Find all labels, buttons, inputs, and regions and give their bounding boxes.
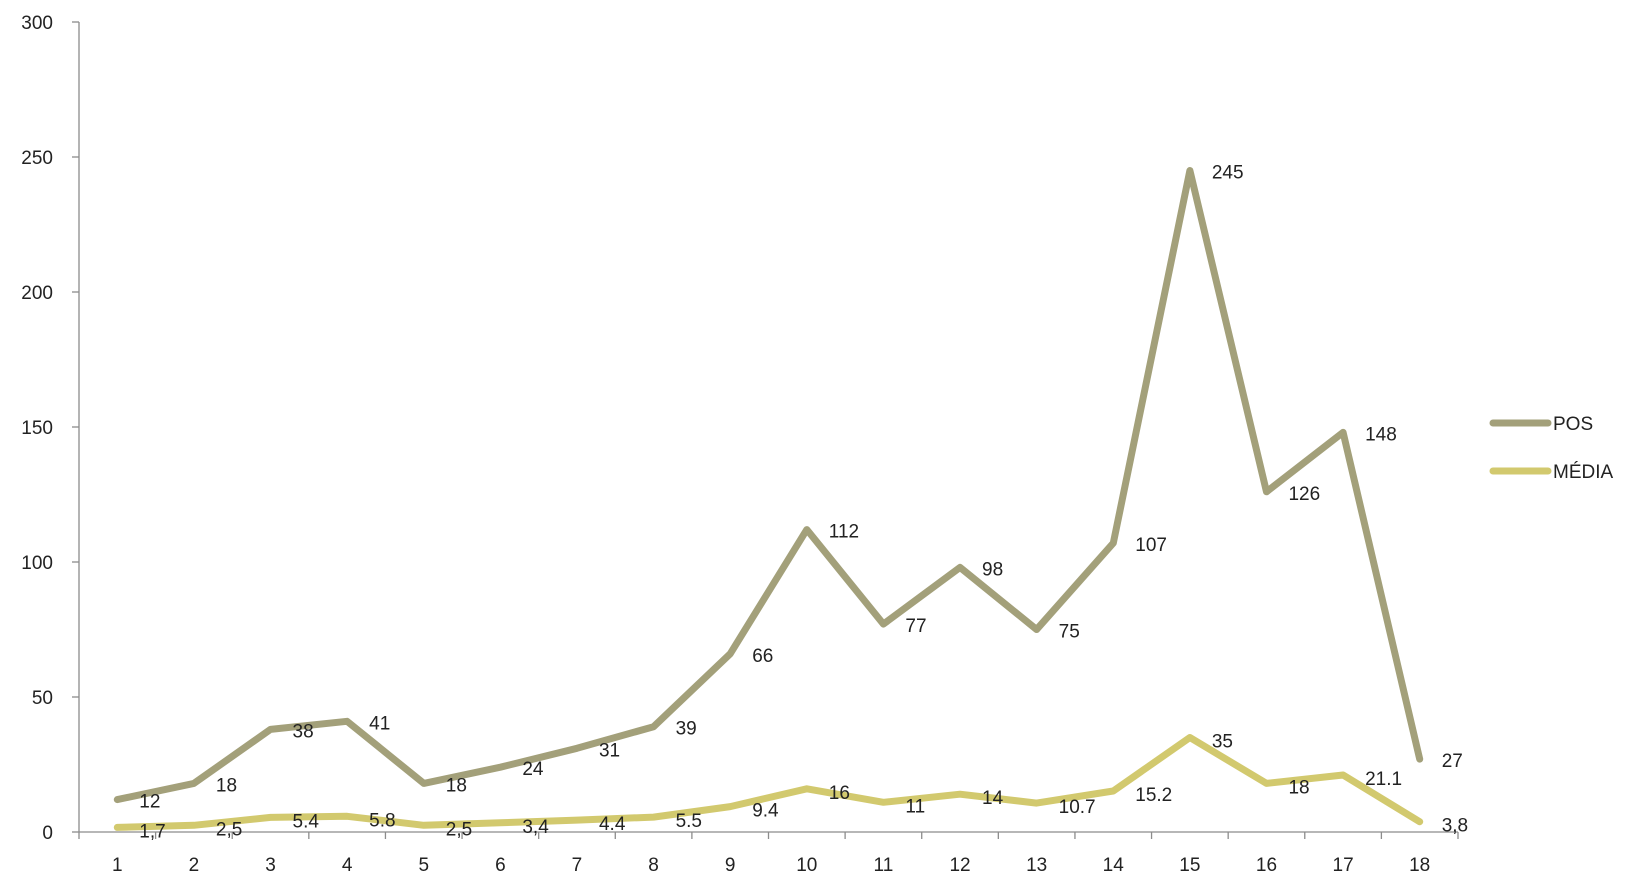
x-tick-label: 5 <box>418 855 429 876</box>
data-label: 41 <box>369 713 390 734</box>
y-tick-label: 150 <box>21 418 53 439</box>
legend-label: MÉDIA <box>1553 462 1614 483</box>
data-label: 5.5 <box>676 811 702 832</box>
data-label: 35 <box>1212 732 1233 753</box>
data-label: 21.1 <box>1365 769 1402 790</box>
data-label: 5.8 <box>369 810 395 831</box>
data-label: 148 <box>1365 424 1397 445</box>
series-line-pos <box>113 167 1424 804</box>
data-label: 2,5 <box>216 819 242 840</box>
data-label: 9.4 <box>752 801 779 822</box>
data-label: 3,8 <box>1442 816 1468 837</box>
x-tick-label: 10 <box>796 855 817 876</box>
y-tick-label: 300 <box>21 13 53 34</box>
x-tick-label: 9 <box>725 855 736 876</box>
y-tick-label: 250 <box>21 148 53 169</box>
x-tick-label: 3 <box>265 855 276 876</box>
data-label: 11 <box>905 796 925 817</box>
data-label: 15.2 <box>1135 785 1172 806</box>
data-label: 112 <box>829 522 859 543</box>
x-tick-label: 1 <box>112 855 123 876</box>
x-tick-label: 2 <box>189 855 200 876</box>
data-labels: 12 18 38 41 18 24 31 39 66 112 77 98 75 107 245 126 148 2… <box>139 163 1468 843</box>
data-label: 245 <box>1212 163 1244 184</box>
data-label: 18 <box>446 775 467 796</box>
data-label: 18 <box>1288 777 1309 798</box>
y-tick-label: 50 <box>32 688 53 709</box>
x-tick-label: 8 <box>648 855 659 876</box>
data-label: 66 <box>752 646 773 667</box>
data-label: 16 <box>829 783 850 804</box>
y-tick-label: 200 <box>21 283 53 304</box>
x-tick-label: 18 <box>1409 855 1430 876</box>
x-tick-label: 15 <box>1179 855 1200 876</box>
data-label: 75 <box>1059 622 1080 643</box>
data-label: 39 <box>676 719 697 740</box>
y-tick-label: 100 <box>21 553 53 574</box>
data-label: 31 <box>599 740 620 761</box>
legend-label: POS <box>1553 414 1593 435</box>
x-tick-label: 6 <box>495 855 506 876</box>
x-tick-label: 11 <box>874 855 894 876</box>
y-tick-label: 0 <box>42 823 53 844</box>
data-label: 24 <box>522 759 544 780</box>
data-label: 14 <box>982 788 1004 809</box>
x-tick-label: 17 <box>1333 855 1354 876</box>
data-label: 2,5 <box>446 819 472 840</box>
data-label: 98 <box>982 559 1003 580</box>
data-label: 18 <box>216 775 237 796</box>
x-tick-label: 12 <box>949 855 970 876</box>
x-tick-label: 14 <box>1103 855 1125 876</box>
x-tick-label: 16 <box>1256 855 1277 876</box>
data-label: 38 <box>293 721 314 742</box>
data-label: 1,7 <box>139 821 165 842</box>
data-label: 107 <box>1135 535 1167 556</box>
data-label: 77 <box>905 616 926 637</box>
data-label: 27 <box>1442 751 1463 772</box>
data-label: 4.4 <box>599 814 626 835</box>
x-tick-label: 4 <box>342 855 353 876</box>
series-lines <box>113 167 1424 831</box>
data-label: 126 <box>1288 484 1320 505</box>
data-label: 10.7 <box>1059 797 1096 818</box>
x-tick-label: 13 <box>1026 855 1047 876</box>
legend: POS MÉDIA <box>1489 414 1614 483</box>
x-tick-label: 7 <box>572 855 583 876</box>
data-label: 5.4 <box>293 811 320 832</box>
data-label: 3,4 <box>522 817 549 838</box>
data-label: 12 <box>139 792 160 813</box>
series-line-media <box>113 734 1424 831</box>
